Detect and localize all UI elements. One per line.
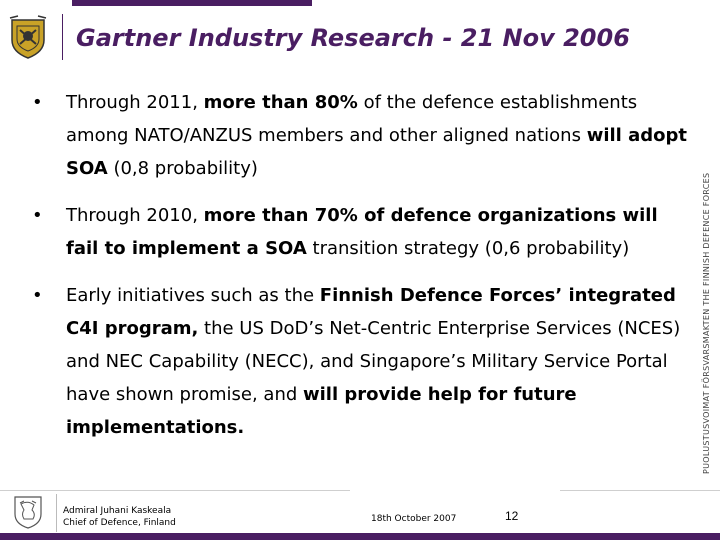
side-vertical-label: PUOLUSTUSVOIMAT FÖRSVARSMAKTEN THE FINNI… xyxy=(702,172,711,474)
bullet-text: Early initiatives such as the xyxy=(66,285,320,306)
bullet-text: Through 2010, xyxy=(66,205,204,226)
bottom-accent-bar xyxy=(0,533,720,540)
finnish-lion-emblem-icon xyxy=(14,496,42,529)
bullet-text: of the defence establishments among NATO… xyxy=(66,92,638,146)
bullet-item: Early initiatives such as the Finnish De… xyxy=(28,279,696,444)
top-accent-bar xyxy=(72,0,312,6)
bullet-text-bold: will provide help for future implementat… xyxy=(66,384,577,438)
finnish-defence-forces-crest-icon xyxy=(9,15,47,59)
presenter-role: Chief of Defence, Finland xyxy=(63,518,176,528)
presenter-block: Admiral Juhani Kaskeala Chief of Defence… xyxy=(63,505,176,529)
bullet-text-bold: Finnish Defence Forces’ integrated C4I p… xyxy=(66,285,676,339)
footer-rule-right xyxy=(560,490,720,491)
bullet-text-bold: more than 80% xyxy=(203,92,358,113)
bullet-text: the US DoD’s Net-Centric Enterprise Serv… xyxy=(66,318,681,405)
presentation-date: 18th October 2007 xyxy=(371,514,457,524)
slide-title: Gartner Industry Research - 21 Nov 2006 xyxy=(76,24,630,52)
bullet-text: transition strategy (0,6 probability) xyxy=(306,238,630,259)
bullet-text-bold: will adopt SOA xyxy=(66,125,687,179)
footer-rule-left xyxy=(0,490,350,491)
page-number: 12 xyxy=(505,509,519,523)
bullet-item: Through 2011, more than 80% of the defen… xyxy=(28,86,696,185)
bullet-text: (0,8 probability) xyxy=(107,158,258,179)
footer-divider xyxy=(56,494,57,532)
bullet-item: Through 2010, more than 70% of defence o… xyxy=(28,199,696,265)
presenter-name: Admiral Juhani Kaskeala xyxy=(63,506,172,516)
title-divider xyxy=(62,14,63,60)
bullet-text: Through 2011, xyxy=(66,92,204,113)
bullet-text-bold: more than 70% of defence organizations w… xyxy=(66,205,658,259)
bullet-list: Through 2011, more than 80% of the defen… xyxy=(28,86,696,458)
